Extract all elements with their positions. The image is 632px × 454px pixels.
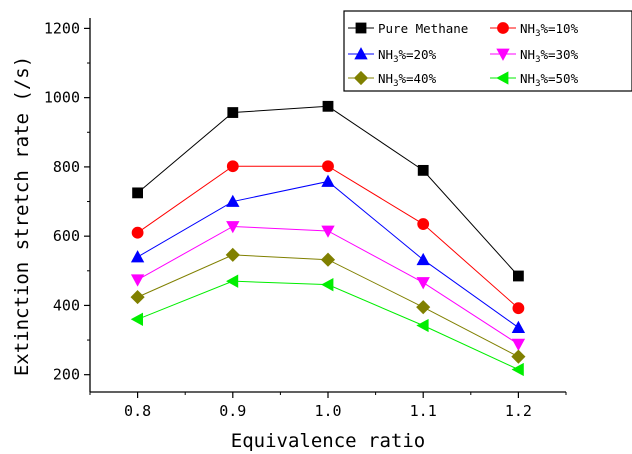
data-point bbox=[512, 302, 525, 315]
data-point bbox=[417, 164, 429, 176]
data-point bbox=[322, 160, 334, 173]
legend-label: NH3%=50% bbox=[520, 71, 579, 89]
data-point bbox=[226, 221, 240, 234]
data-point bbox=[130, 250, 145, 263]
series-line bbox=[137, 280, 519, 370]
y-tick-label: 1200 bbox=[44, 19, 80, 37]
legend-item-3: NH3%=30% bbox=[490, 47, 579, 65]
legend-item-1: NH3%=10% bbox=[490, 21, 579, 39]
y-tick-label: 600 bbox=[53, 227, 80, 245]
data-point bbox=[321, 174, 335, 187]
data-point bbox=[511, 338, 526, 352]
data-point bbox=[130, 274, 145, 287]
x-tick-label: 1.1 bbox=[410, 402, 437, 420]
data-point bbox=[227, 107, 239, 118]
legend: Pure Methane NH3%=10% NH3%=20% NH3%=30% NH3%… bbox=[343, 10, 632, 92]
legend-label: Pure Methane bbox=[378, 21, 468, 36]
data-point bbox=[416, 277, 430, 290]
legend-marker bbox=[353, 70, 369, 86]
y-tick-label: 800 bbox=[53, 158, 80, 176]
series-1 bbox=[131, 160, 525, 315]
data-point bbox=[416, 252, 430, 266]
data-point bbox=[320, 252, 336, 267]
x-axis-title: Equivalence ratio bbox=[231, 430, 425, 452]
data-point bbox=[416, 300, 431, 315]
axes: 200 400 600 800 1000 1200 0.8 0.9 1.0 1.1 1.2 bbox=[44, 18, 567, 420]
y-tick-label: 1000 bbox=[44, 89, 80, 107]
data-point bbox=[322, 100, 334, 112]
y-axis-title: Extinction stretch rate (/s) bbox=[11, 56, 33, 376]
x-tick-label: 0.9 bbox=[219, 402, 246, 420]
data-point bbox=[225, 247, 240, 262]
data-point bbox=[511, 362, 524, 377]
series-5 bbox=[130, 274, 524, 377]
legend-item-2: NH3%=20% bbox=[348, 47, 437, 65]
legend-item-4: NH3%=40% bbox=[348, 70, 437, 89]
series-4 bbox=[130, 247, 526, 364]
series-2 bbox=[130, 174, 526, 333]
data-point bbox=[417, 218, 430, 230]
legend-marker bbox=[355, 22, 367, 34]
legend-item-5: NH3%=50% bbox=[490, 71, 579, 89]
data-point bbox=[511, 349, 526, 364]
legend-marker bbox=[354, 47, 368, 60]
series-line bbox=[137, 105, 519, 277]
data-point bbox=[225, 274, 239, 288]
legend-marker bbox=[497, 22, 509, 34]
series-0 bbox=[132, 100, 524, 282]
data-point bbox=[130, 312, 144, 326]
data-point bbox=[321, 225, 335, 238]
data-point bbox=[226, 160, 239, 173]
legend-marker bbox=[496, 71, 509, 85]
series-line bbox=[137, 254, 519, 358]
legend-marker bbox=[496, 48, 510, 61]
data-point bbox=[511, 320, 526, 333]
data-point bbox=[321, 277, 334, 292]
y-tick-label: 200 bbox=[53, 366, 80, 384]
legend-item-0: Pure Methane bbox=[348, 21, 468, 36]
data-point bbox=[131, 226, 144, 239]
legend-label: NH3%=20% bbox=[378, 47, 437, 65]
x-tick-label: 0.8 bbox=[124, 402, 151, 420]
legend-label: NH3%=40% bbox=[378, 71, 437, 89]
x-tick-label: 1.2 bbox=[505, 402, 532, 420]
data-point bbox=[132, 187, 144, 199]
data-point bbox=[513, 270, 524, 282]
legend-box bbox=[343, 10, 632, 92]
legend-label: NH3%=30% bbox=[520, 47, 579, 65]
legend-label: NH3%=10% bbox=[520, 21, 579, 39]
series-3 bbox=[130, 221, 526, 352]
y-tick-label: 400 bbox=[53, 296, 80, 314]
x-tick-label: 1.0 bbox=[314, 402, 341, 420]
data-point bbox=[226, 194, 240, 207]
data-point bbox=[416, 318, 429, 333]
series-layer bbox=[130, 100, 526, 377]
data-point bbox=[130, 290, 145, 305]
